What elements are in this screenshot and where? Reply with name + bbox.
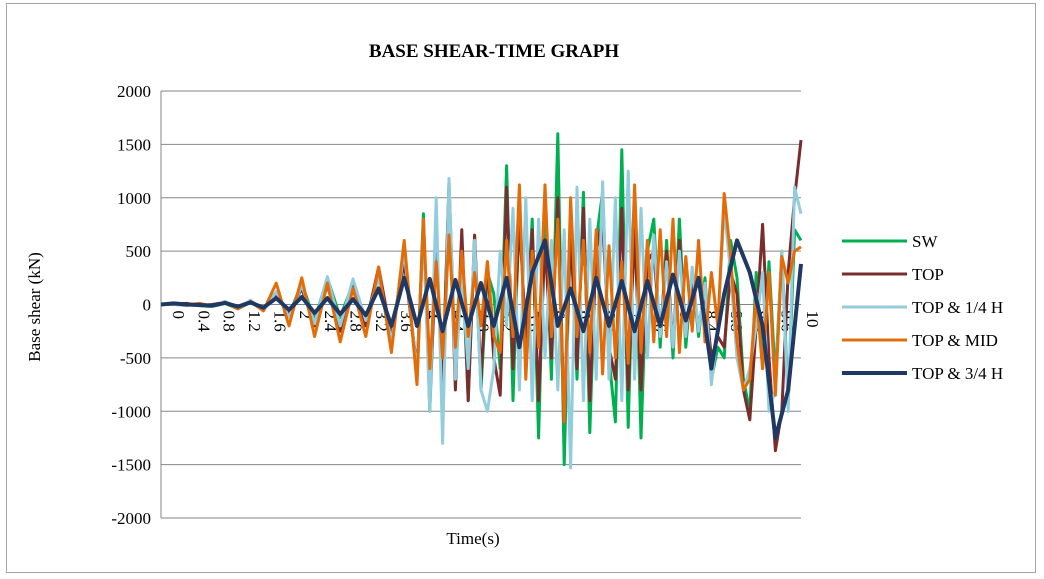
- y-tick-label: -1000: [111, 402, 151, 421]
- line-chart: BASE SHEAR-TIME GRAPH -2000 -1500 -1000 -50…: [25, 41, 1003, 548]
- x-tick-label: 0.4: [194, 311, 213, 333]
- legend-label: SW: [912, 232, 938, 251]
- y-tick-labels: -2000 -1500 -1000 -500 0 500 1000 1500 2000: [111, 82, 151, 528]
- chart-title: BASE SHEAR-TIME GRAPH: [369, 41, 619, 62]
- y-tick-label: -2000: [111, 509, 151, 528]
- legend-label: TOP & 1/4 H: [912, 298, 1003, 317]
- y-tick-label: 500: [126, 242, 152, 261]
- legend-label: TOP & 3/4 H: [912, 364, 1003, 383]
- x-tick-label: 1.2: [245, 311, 264, 332]
- y-tick-label: 1500: [117, 135, 151, 154]
- chart-frame: BASE SHEAR-TIME GRAPH -2000 -1500 -1000 -50…: [6, 3, 1036, 573]
- y-tick-label: 1000: [117, 189, 151, 208]
- y-tick-label: 2000: [117, 82, 151, 101]
- x-tick-label: 2: [296, 311, 315, 320]
- y-axis-label: Base shear (kN): [25, 252, 44, 362]
- x-tick-label: 6: [549, 311, 568, 320]
- y-tick-label: 0: [143, 296, 152, 315]
- series-line-top-3-4-h: [160, 238, 803, 440]
- x-tick-label: 10: [803, 311, 822, 328]
- series-layer: [160, 132, 803, 470]
- x-tick-label: 0: [169, 311, 188, 320]
- legend-label: TOP & MID: [912, 331, 998, 350]
- x-axis-label: Time(s): [446, 529, 499, 548]
- y-tick-label: -500: [120, 349, 151, 368]
- y-tick-label: -1500: [111, 456, 151, 475]
- legend-label: TOP: [912, 265, 944, 284]
- x-tick-label: 0.8: [220, 311, 239, 332]
- legend: SW TOP TOP & 1/4 H TOP & MID TOP & 3/4 H: [842, 232, 1003, 383]
